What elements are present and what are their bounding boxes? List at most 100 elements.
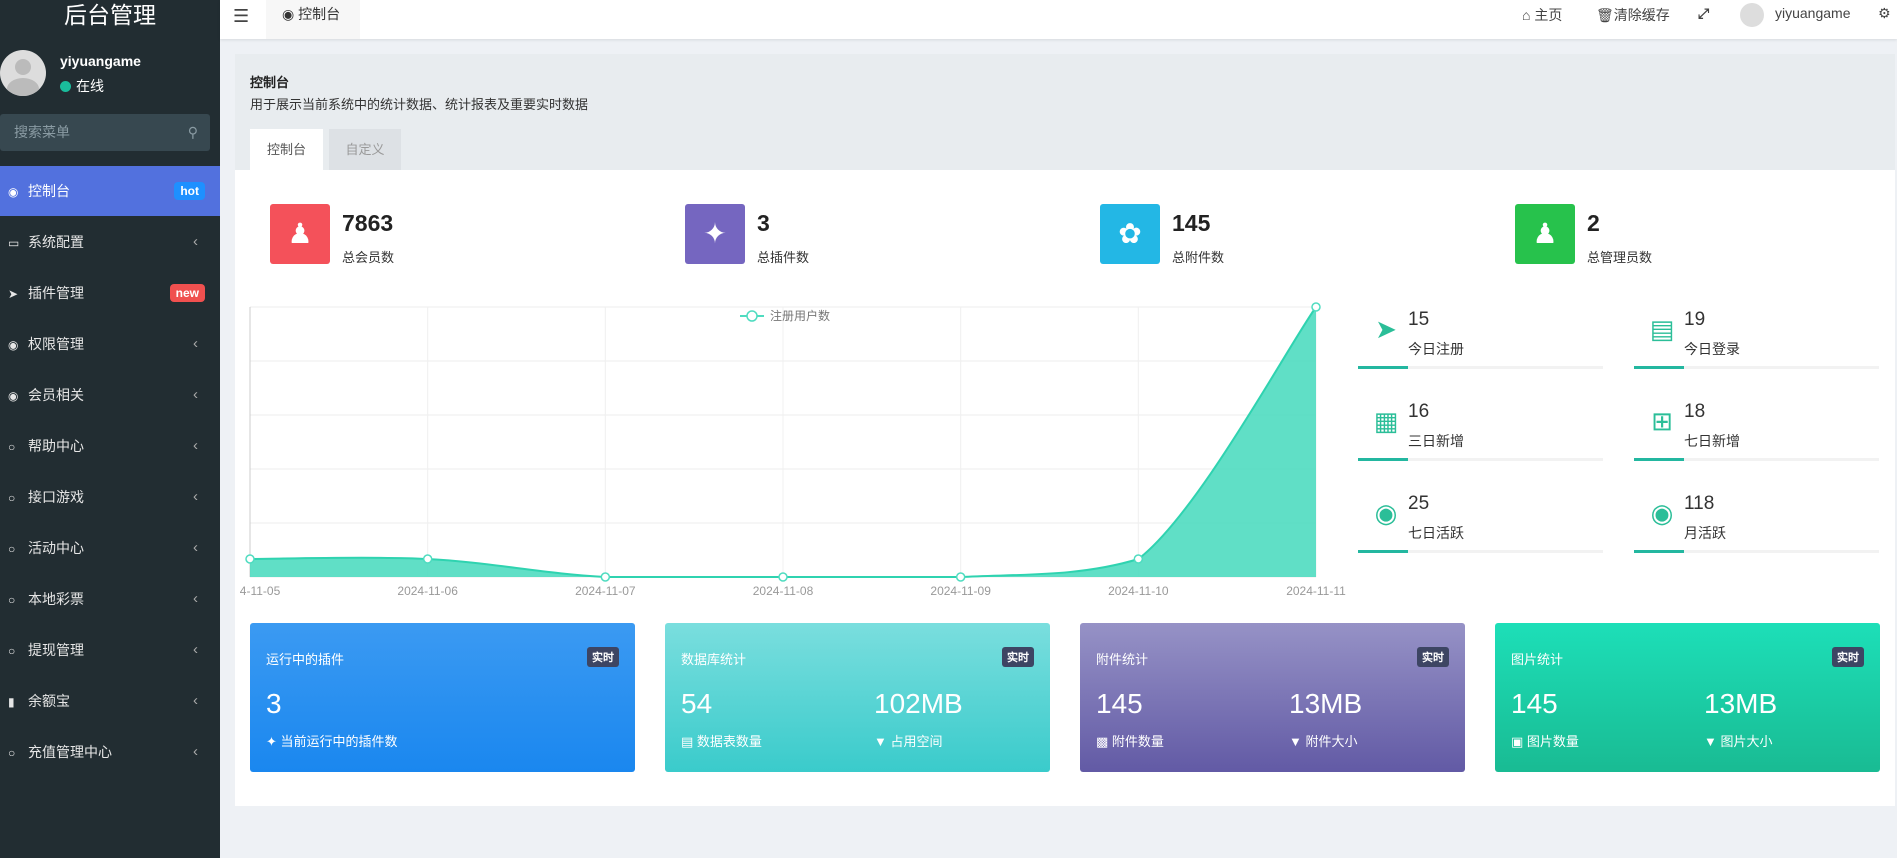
sidebar-item-3[interactable]: ◉ 权限管理 ‹ [0, 319, 220, 369]
side-stat-value: 18 [1684, 401, 1706, 422]
magic-icon: ✦ [685, 204, 745, 264]
filter-icon: ▼ [1289, 734, 1306, 749]
data-point [600, 572, 611, 582]
header-avatar[interactable] [1740, 3, 1764, 27]
x-tick-label: 2024-11-10 [1108, 584, 1169, 598]
circle-icon: ○ [8, 491, 16, 505]
card-value: 145 [1511, 688, 1558, 719]
dashboard-icon: ◉ [8, 185, 19, 199]
calendar-plus-icon: ⊞ [1651, 406, 1673, 436]
sidebar-item-label: 活动中心 [28, 540, 84, 556]
sidebar-item-label: 控制台 [28, 183, 70, 199]
tab-dashboard[interactable]: 控制台 [250, 129, 323, 170]
leaf-icon: ✿ [1100, 204, 1160, 264]
side-stat-value: 25 [1408, 493, 1430, 514]
nav-tab-dashboard[interactable]: ◉ 控制台 [266, 0, 360, 39]
panel-heading [235, 54, 1895, 170]
circle-icon: ○ [8, 593, 16, 607]
search-icon[interactable]: ⚲ [187, 124, 198, 140]
legend-marker [746, 310, 758, 322]
sidebar-item-5[interactable]: ○ 帮助中心 ‹ [0, 421, 220, 471]
side-stat-progress [1634, 458, 1879, 461]
desktop-icon: ▭ [8, 236, 20, 250]
sidebar-item-label: 提现管理 [28, 642, 84, 658]
online-dot-icon [60, 81, 71, 92]
side-stat-progress [1634, 550, 1879, 553]
stat-value: 7863 [342, 210, 394, 236]
home-icon: ⌂ [1522, 7, 1535, 23]
sidebar-item-label: 余额宝 [28, 693, 70, 709]
chevron-left-icon: ‹ [193, 641, 198, 658]
chevron-left-icon: ‹ [193, 590, 198, 607]
sidebar-item-label: 会员相关 [28, 387, 84, 403]
sidebar-item-7[interactable]: ○ 活动中心 ‹ [0, 523, 220, 573]
side-stat-progress [1634, 366, 1879, 369]
realtime-badge: 实时 [1002, 647, 1034, 667]
circle-icon: ○ [8, 644, 16, 658]
sidebar-item-label: 接口游戏 [28, 489, 84, 505]
side-stat-value: 16 [1408, 401, 1430, 422]
header-username[interactable]: yiyuangame [1775, 5, 1851, 21]
chart-icon: ▮ [8, 695, 15, 709]
user-circle-icon: ◉ [1374, 498, 1398, 528]
card-stat-icon: ▤ [681, 734, 697, 749]
sidebar-item-8[interactable]: ○ 本地彩票 ‹ [0, 574, 220, 624]
home-label: 主页 [1534, 7, 1563, 23]
sidebar-item-1[interactable]: ▭ 系统配置 ‹ [0, 217, 220, 267]
fullscreen-icon[interactable]: ⤢ [1698, 5, 1710, 21]
settings-gear-icon[interactable]: ⚙ [1878, 5, 1891, 21]
rocket-icon: ➤ [1375, 314, 1397, 344]
card-title: 数据库统计 [681, 652, 747, 667]
sidebar-item-0[interactable]: ◉ 控制台 hot [0, 166, 220, 216]
data-point [778, 572, 788, 582]
user-name: yiyuangame [60, 53, 141, 69]
card-value-2: 13MB [1704, 688, 1778, 719]
stat-label: 总管理员数 [1587, 250, 1653, 265]
sidebar-item-4[interactable]: ◉ 会员相关 ‹ [0, 370, 220, 420]
tab-custom[interactable]: 自定义 [329, 129, 401, 170]
sidebar-item-label: 权限管理 [28, 336, 84, 352]
menu-search-input[interactable]: 搜索菜单 ⚲ [0, 114, 210, 151]
card-value: 145 [1096, 688, 1143, 719]
summary-card-0: 运行中的插件 实时 3 ✦ 当前运行中的插件数 [250, 623, 635, 772]
dashboard-icon: ◉ [282, 6, 299, 22]
top-header [220, 0, 1897, 39]
users-icon: ◉ [8, 338, 19, 352]
sidebar-item-11[interactable]: ○ 充值管理中心 ‹ [0, 727, 220, 777]
card-label-2: 图片大小 [1720, 734, 1773, 749]
sidebar-item-2[interactable]: ➤ 插件管理 new [0, 268, 220, 318]
page-subtitle: 用于展示当前系统中的统计数据、统计报表及重要实时数据 [250, 97, 589, 112]
clear-cache-button[interactable]: 🗑清除缓存 [1596, 5, 1670, 25]
side-stat-label: 七日新增 [1684, 433, 1740, 449]
card-value: 54 [681, 688, 713, 719]
realtime-badge: 实时 [1832, 647, 1864, 667]
card-title: 附件统计 [1096, 652, 1149, 667]
menu-badge: new [169, 284, 205, 302]
x-tick-label: 2024-11-07 [575, 584, 636, 598]
side-stat-value: 15 [1408, 309, 1430, 330]
card-value-2: 102MB [874, 688, 963, 719]
card-label-2: 附件大小 [1305, 734, 1358, 749]
trash-icon: 🗑 [1596, 7, 1614, 23]
side-stat-label: 七日活跃 [1408, 525, 1464, 541]
side-stat-progress [1358, 366, 1603, 369]
data-point [245, 554, 255, 564]
data-point [955, 572, 966, 582]
avatar [0, 50, 46, 96]
x-tick-label: 2024-11-06 [397, 584, 458, 598]
home-link[interactable]: ⌂ 主页 [1522, 5, 1562, 25]
side-stat-label: 三日新增 [1408, 433, 1464, 449]
realtime-badge: 实时 [587, 647, 619, 667]
sidebar-item-10[interactable]: ▮ 余额宝 ‹ [0, 676, 220, 726]
realtime-badge: 实时 [1417, 647, 1449, 667]
menu-toggle-icon[interactable]: ☰ [233, 6, 250, 26]
user-circle-icon: ◉ [1650, 498, 1674, 528]
rocket-icon: ➤ [8, 287, 19, 301]
nav-tab-label: 控制台 [298, 6, 341, 22]
chevron-left-icon: ‹ [193, 437, 198, 454]
chevron-left-icon: ‹ [193, 386, 198, 403]
sidebar-item-9[interactable]: ○ 提现管理 ‹ [0, 625, 220, 675]
sidebar-item-label: 插件管理 [28, 285, 84, 301]
summary-card-1: 数据库统计 实时 54 ▤ 数据表数量 102MB ▼ 占用空间 [665, 623, 1050, 772]
sidebar-item-6[interactable]: ○ 接口游戏 ‹ [0, 472, 220, 522]
